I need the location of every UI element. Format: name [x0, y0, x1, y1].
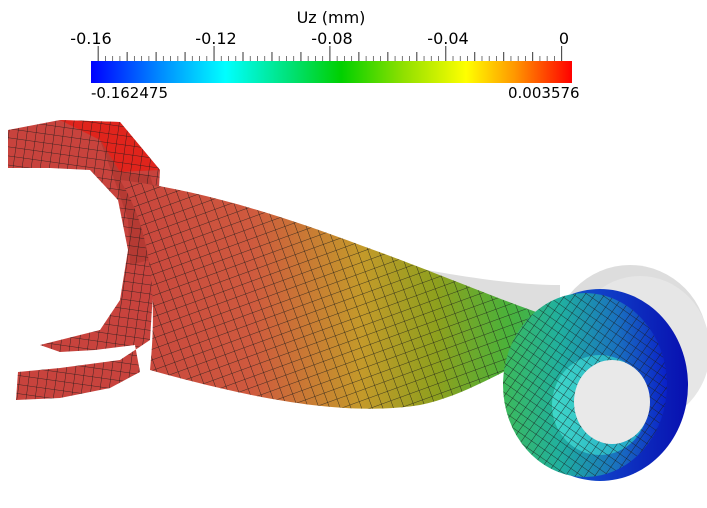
colorbar-tick-marks [97, 46, 563, 62]
colorbar-max-label: 0.003576 [508, 84, 580, 102]
small-end-eye [503, 289, 688, 481]
colorbar-tick-label: 0 [558, 29, 570, 48]
colorbar-min-label: -0.162475 [91, 84, 168, 102]
colorbar-tick-label: -0.12 [195, 29, 237, 48]
colorbar-title: Uz (mm) [296, 8, 366, 27]
colorbar-tick-label: -0.16 [70, 29, 112, 48]
colorbar-tick-label: -0.08 [311, 29, 353, 48]
connecting-rod-shank [120, 180, 560, 409]
colorbar [91, 61, 572, 83]
colorbar-tick-label: -0.04 [427, 29, 469, 48]
fork-big-end [8, 120, 160, 400]
